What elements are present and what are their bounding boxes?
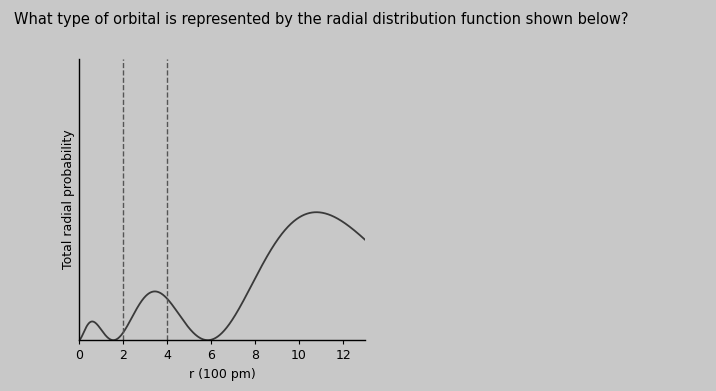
Text: What type of orbital is represented by the radial distribution function shown be: What type of orbital is represented by t…: [14, 12, 629, 27]
X-axis label: r (100 pm): r (100 pm): [188, 368, 256, 381]
Y-axis label: Total radial probability: Total radial probability: [62, 129, 74, 269]
